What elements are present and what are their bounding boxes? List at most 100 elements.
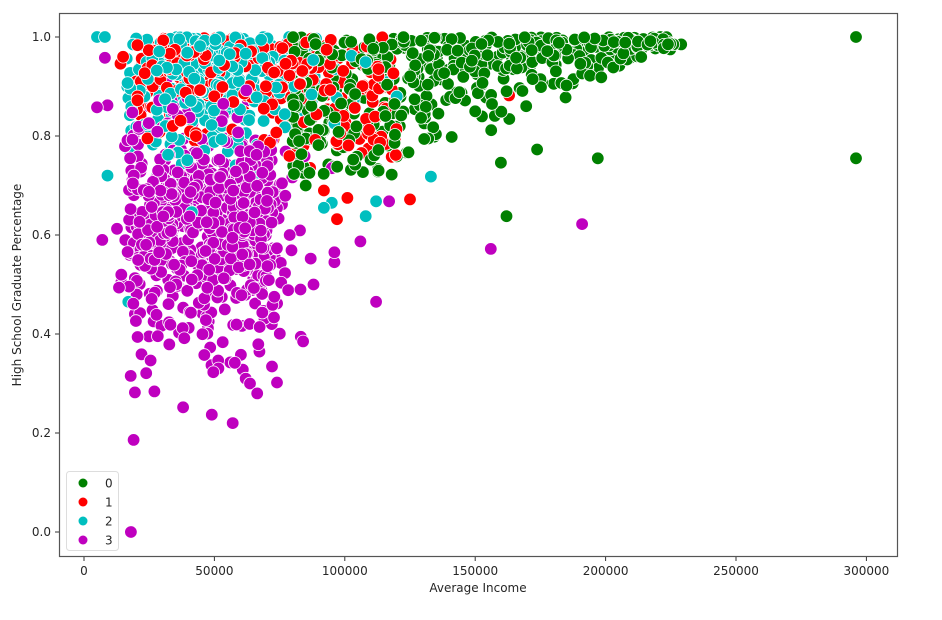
data-point-cluster-3 <box>215 335 230 349</box>
data-point-cluster-0 <box>618 35 632 50</box>
data-point-cluster-2 <box>120 76 135 90</box>
data-point-cluster-2 <box>152 44 167 59</box>
data-point-cluster-0 <box>294 147 309 161</box>
data-point-cluster-3 <box>132 215 147 229</box>
y-tick-label: 1.0 <box>32 30 51 44</box>
legend-item-3: 3 <box>78 534 113 548</box>
data-point-cluster-3 <box>267 310 281 325</box>
data-point-cluster-3 <box>267 290 282 304</box>
data-point-cluster-3 <box>304 251 318 266</box>
data-point-cluster-3 <box>250 179 264 193</box>
data-point-cluster-3 <box>293 282 308 297</box>
data-point-cluster-3 <box>260 259 275 273</box>
data-point-cluster-3 <box>247 281 261 295</box>
data-point-cluster-0 <box>456 70 471 84</box>
data-point-cluster-3 <box>213 170 227 184</box>
data-point-cluster-3 <box>125 132 140 147</box>
data-point-cluster-1 <box>295 64 310 78</box>
data-point-cluster-3 <box>270 375 284 390</box>
data-point-cluster-2 <box>98 30 112 44</box>
x-tick-label: 200000 <box>583 564 629 578</box>
data-point-cluster-3 <box>249 148 264 162</box>
data-point-cluster-3 <box>151 163 165 178</box>
data-point-cluster-3 <box>129 314 143 328</box>
data-point-cluster-1 <box>319 43 334 57</box>
data-point-cluster-2 <box>222 47 237 61</box>
data-point-cluster-3 <box>251 337 265 352</box>
data-point-cluster-0 <box>385 167 399 182</box>
data-point-cluster-3 <box>167 258 181 272</box>
data-point-cluster-2 <box>317 201 331 215</box>
data-point-cluster-0 <box>403 69 417 84</box>
data-point-cluster-3 <box>199 215 214 229</box>
data-point-cluster-0 <box>607 35 621 49</box>
data-point-cluster-2 <box>204 118 219 132</box>
x-tick-label: 150000 <box>452 564 498 578</box>
data-point-cluster-3 <box>254 223 268 238</box>
data-point-cluster-0 <box>577 30 591 45</box>
data-point-cluster-3 <box>184 254 199 268</box>
data-point-cluster-2 <box>242 113 256 127</box>
data-point-cluster-0 <box>499 209 514 223</box>
data-point-cluster-2 <box>424 169 438 184</box>
data-point-cluster-3 <box>231 125 245 140</box>
data-point-cluster-0 <box>317 167 331 181</box>
data-point-cluster-0 <box>431 106 446 121</box>
y-tick-label: 0.2 <box>32 426 51 440</box>
data-point-cluster-3 <box>90 100 104 115</box>
data-point-cluster-2 <box>256 114 271 128</box>
data-point-cluster-0 <box>480 48 495 62</box>
data-point-cluster-3 <box>150 124 165 139</box>
data-point-cluster-3 <box>306 277 321 292</box>
data-point-cluster-0 <box>387 97 402 111</box>
data-point-cluster-3 <box>177 331 192 345</box>
data-point-cluster-0 <box>401 145 416 160</box>
x-tick-label: 250000 <box>713 564 759 578</box>
data-point-cluster-3 <box>275 176 289 191</box>
data-point-cluster-1 <box>257 101 271 116</box>
data-point-cluster-3 <box>190 146 204 161</box>
y-tick-label: 0.4 <box>32 327 51 341</box>
legend-item-0: 0 <box>78 477 113 491</box>
data-point-cluster-0 <box>468 104 482 119</box>
data-point-cluster-0 <box>849 30 863 44</box>
data-point-cluster-2 <box>254 33 268 47</box>
data-point-cluster-0 <box>634 50 648 64</box>
data-point-cluster-0 <box>594 70 609 85</box>
data-point-cluster-0 <box>591 151 605 166</box>
data-point-cluster-3 <box>144 200 159 214</box>
data-point-cluster-3 <box>353 234 368 249</box>
data-point-cluster-0 <box>606 60 621 75</box>
data-point-cluster-3 <box>95 233 110 247</box>
data-point-cluster-1 <box>130 38 145 52</box>
y-tick-label: 0.0 <box>32 525 51 539</box>
data-point-cluster-3 <box>110 222 124 236</box>
data-point-cluster-0 <box>388 128 402 142</box>
data-point-cluster-2 <box>161 148 175 162</box>
data-point-cluster-1 <box>317 183 331 198</box>
y-tick-label: 0.8 <box>32 129 51 143</box>
data-point-cluster-0 <box>474 37 489 51</box>
data-point-cluster-3 <box>170 165 185 180</box>
data-point-cluster-3 <box>206 365 221 379</box>
data-point-cluster-3 <box>264 215 279 230</box>
data-point-cluster-2 <box>304 87 319 102</box>
data-point-cluster-1 <box>156 33 170 48</box>
data-point-cluster-3 <box>281 283 295 297</box>
legend-item-1: 1 <box>78 496 113 510</box>
data-point-cluster-3 <box>212 152 227 167</box>
data-point-cluster-3 <box>139 238 153 252</box>
plot-frame <box>58 12 899 558</box>
data-point-cluster-3 <box>114 268 129 282</box>
data-point-cluster-3 <box>112 280 126 295</box>
data-point-cluster-3 <box>208 195 223 210</box>
data-point-cluster-3 <box>120 245 135 259</box>
data-point-cluster-3 <box>218 302 232 317</box>
data-point-cluster-1 <box>215 80 230 94</box>
legend-item-2: 2 <box>78 515 113 529</box>
legend-label: 0 <box>105 477 113 491</box>
data-point-cluster-3 <box>144 292 159 306</box>
data-point-cluster-1 <box>386 66 401 81</box>
data-point-cluster-0 <box>330 159 344 174</box>
